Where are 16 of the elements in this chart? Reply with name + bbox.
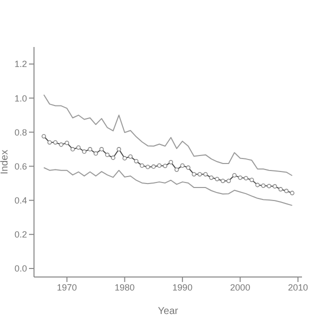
x-tick-label: 1980 <box>114 282 135 292</box>
line-series <box>43 167 293 206</box>
y-axis-title: Index <box>0 150 11 174</box>
x-tick-label: 2000 <box>230 282 250 292</box>
x-tick-label: 1990 <box>172 282 192 292</box>
x-tick-label: 2010 <box>288 282 308 292</box>
y-tick-label: 0.6 <box>14 161 27 172</box>
y-tick-label: 0.8 <box>14 127 27 138</box>
line-series <box>43 94 293 176</box>
y-tick-label: 1.2 <box>14 59 27 70</box>
x-axis-title: Year <box>158 306 179 317</box>
y-tick-label: 0.4 <box>14 196 27 206</box>
y-tick-label: 0.0 <box>14 264 27 274</box>
x-tick-label: 1970 <box>56 282 77 292</box>
y-tick-label: 1.0 <box>14 93 27 104</box>
y-tick-label: 0.2 <box>14 230 27 240</box>
